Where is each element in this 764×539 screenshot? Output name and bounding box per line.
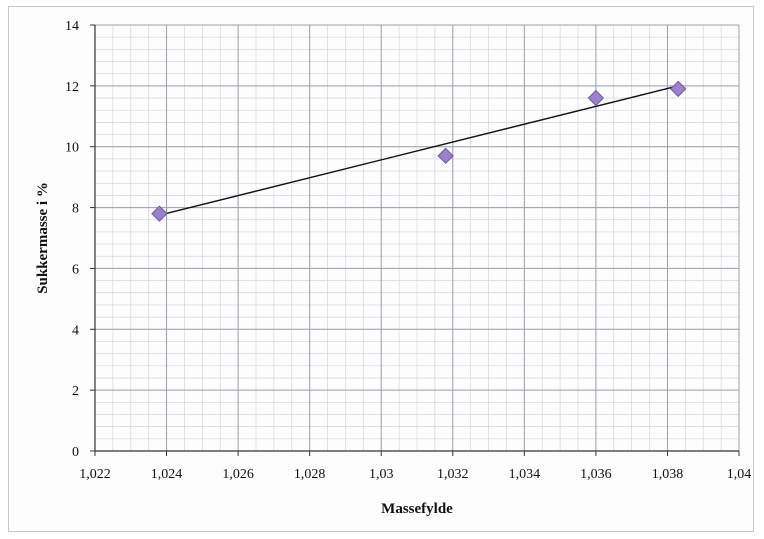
y-tick-labels: 0 2 4 6 8 10 12 14 xyxy=(65,19,79,460)
axes xyxy=(90,24,740,456)
data-point-diamond xyxy=(669,80,687,98)
minor-gridlines xyxy=(95,25,739,451)
x-tick-label: 1,04 xyxy=(727,467,752,482)
y-tick-label: 10 xyxy=(65,141,79,156)
x-tick-label: 1,022 xyxy=(79,467,111,482)
x-tick-label: 1,032 xyxy=(437,467,469,482)
data-point-diamond xyxy=(437,147,454,165)
x-tick-label: 1,026 xyxy=(222,467,254,482)
y-tick-label: 8 xyxy=(72,202,79,217)
data-point-diamond xyxy=(151,205,168,222)
y-tick-label: 14 xyxy=(65,19,79,34)
data-point-diamond xyxy=(587,89,605,107)
x-tick-label: 1,024 xyxy=(151,467,183,482)
y-tick-label: 6 xyxy=(72,262,79,277)
x-tick-label: 1,038 xyxy=(652,467,684,482)
trendline-group xyxy=(159,85,679,216)
trendline xyxy=(159,85,679,216)
y-tick-label: 4 xyxy=(72,323,79,338)
x-tick-labels: 1,022 1,024 1,026 1,028 1,03 1,032 1,034 1,036 1… xyxy=(79,467,751,482)
data-points xyxy=(151,80,687,222)
y-tick-label: 12 xyxy=(65,80,79,95)
x-axis-title: Massefylde xyxy=(381,501,453,517)
y-tick-label: 2 xyxy=(72,384,79,399)
x-tick-label: 1,028 xyxy=(294,467,326,482)
x-tick-label: 1,034 xyxy=(509,467,541,482)
y-tick-label: 0 xyxy=(72,445,79,460)
y-axis-title: Sukkermasse i % xyxy=(35,182,51,294)
x-tick-label: 1,03 xyxy=(369,467,394,482)
x-tick-label: 1,036 xyxy=(580,467,612,482)
